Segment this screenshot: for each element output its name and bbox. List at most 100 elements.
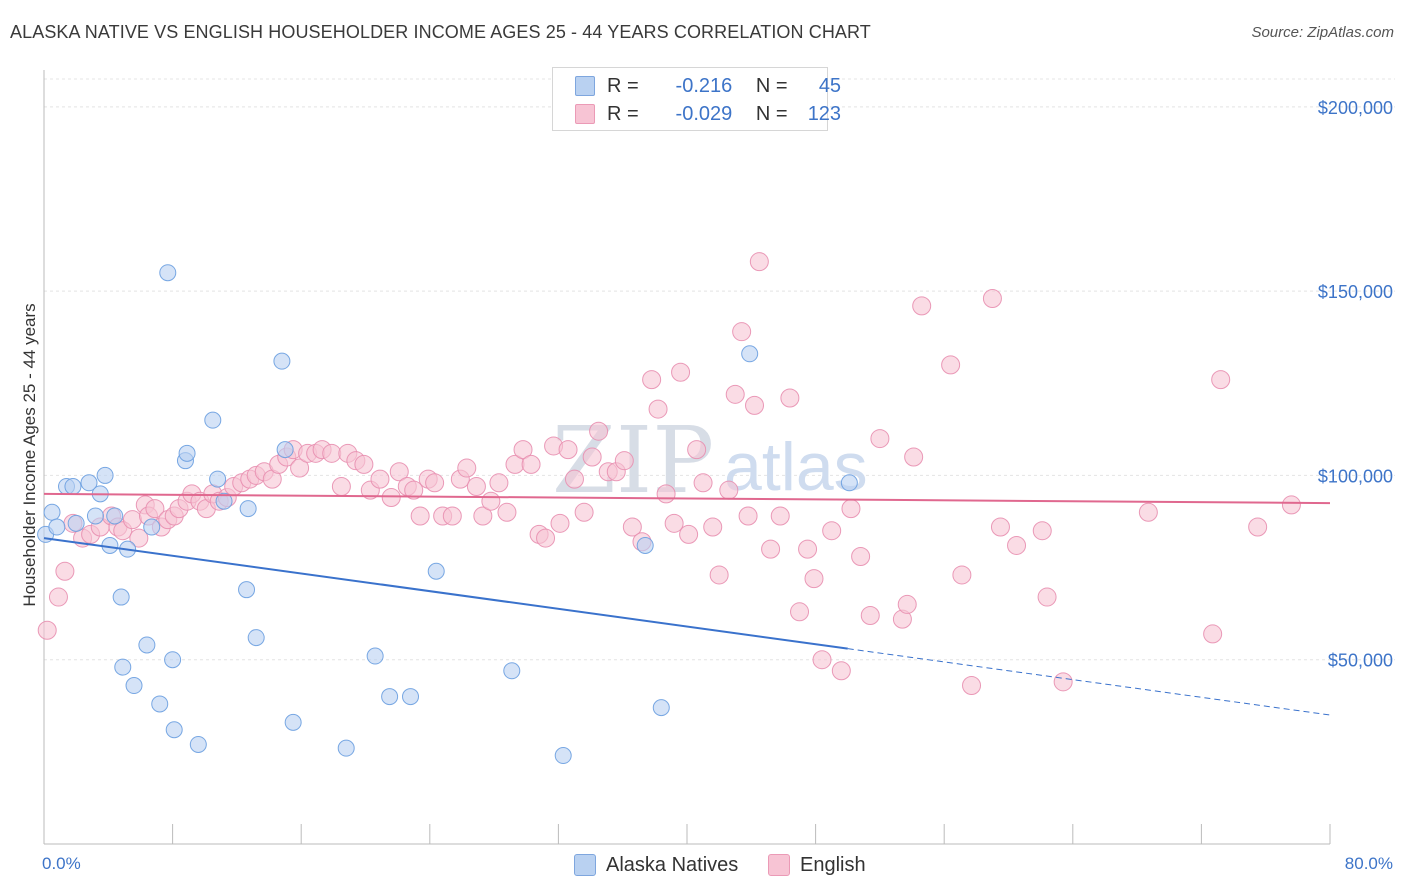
alaska-natives-point xyxy=(503,662,521,680)
trend-lines xyxy=(43,492,1331,716)
english-point xyxy=(1053,672,1073,692)
y-axis-label: Householder Income Ages 25 - 44 years xyxy=(20,303,39,606)
english-point xyxy=(381,488,401,508)
legend-swatch-english xyxy=(768,854,790,876)
english-point xyxy=(521,454,541,474)
english-point xyxy=(709,565,729,585)
alaska-natives-point xyxy=(125,677,143,695)
series-english-points xyxy=(37,252,1301,696)
alaska-natives-point xyxy=(366,647,384,665)
legend-n-value: 45 xyxy=(818,75,842,97)
english-point xyxy=(574,502,594,522)
alaska-natives-point xyxy=(159,264,177,282)
english-point xyxy=(404,480,424,500)
english-point xyxy=(55,561,75,581)
english-point xyxy=(990,517,1010,537)
english-trend-line xyxy=(43,492,1331,505)
english-point xyxy=(442,506,462,526)
alaska-natives-point xyxy=(554,747,572,765)
english-point xyxy=(745,395,765,415)
alaska-natives-point xyxy=(96,466,114,484)
alaska-natives-point xyxy=(741,345,759,363)
legend-n-label: N = xyxy=(755,103,788,125)
x-tick-label-max: 80.0% xyxy=(1345,854,1393,873)
y-tick-label: $200,000 xyxy=(1318,98,1393,118)
english-point xyxy=(952,565,972,585)
english-point xyxy=(48,587,68,607)
english-point xyxy=(564,469,584,489)
alaska-natives-point xyxy=(427,562,445,580)
english-point xyxy=(1037,587,1057,607)
english-point xyxy=(322,443,342,463)
english-point xyxy=(1281,495,1301,515)
english-point xyxy=(481,491,501,511)
english-point xyxy=(1248,517,1268,537)
english-point xyxy=(693,473,713,493)
alaska-natives-point xyxy=(840,474,858,492)
english-point xyxy=(761,539,781,559)
alaska-natives-point xyxy=(239,500,257,518)
alaska-natives-point xyxy=(86,507,104,525)
legend-r-label: R = xyxy=(607,103,639,125)
alaska-natives-point xyxy=(43,503,61,521)
alaska-natives-point xyxy=(151,695,169,713)
alaska-natives-point xyxy=(636,536,654,554)
alaska-natives-point xyxy=(48,518,66,536)
alaska-natives-trend-extension xyxy=(847,648,1331,716)
english-point xyxy=(822,521,842,541)
english-point xyxy=(725,384,745,404)
alaska-natives-point xyxy=(114,658,132,676)
axes xyxy=(43,70,1331,845)
chart-title: ALASKA NATIVE VS ENGLISH HOUSEHOLDER INC… xyxy=(10,22,871,42)
english-point xyxy=(671,362,691,382)
alaska-natives-point xyxy=(189,735,207,753)
english-point xyxy=(389,462,409,482)
english-point xyxy=(536,528,556,548)
english-point xyxy=(719,480,739,500)
english-point xyxy=(1007,535,1027,555)
legend-label-alaska-natives: Alaska Natives xyxy=(606,854,739,876)
english-point xyxy=(749,252,769,272)
english-point xyxy=(679,524,699,544)
legend-swatch-blue xyxy=(575,76,595,96)
english-point xyxy=(473,506,493,526)
english-point xyxy=(550,513,570,533)
english-point xyxy=(656,484,676,504)
english-point xyxy=(804,569,824,589)
alaska-natives-point xyxy=(238,581,256,599)
english-point xyxy=(780,388,800,408)
english-point xyxy=(122,510,142,530)
alaska-natives-point xyxy=(337,739,355,757)
alaska-natives-point xyxy=(143,518,161,536)
english-point xyxy=(897,594,917,614)
english-point xyxy=(1211,370,1231,390)
english-point xyxy=(589,421,609,441)
english-point xyxy=(410,506,430,526)
y-tick-labels: $50,000 $100,000 $150,000 $200,000 xyxy=(1318,98,1393,671)
english-point xyxy=(614,451,634,471)
english-point xyxy=(622,517,642,537)
watermark-atlas: atlas xyxy=(724,429,868,505)
english-point xyxy=(457,458,477,478)
english-point xyxy=(1032,521,1052,541)
series-alaska-natives-points xyxy=(37,264,858,765)
legend-swatch-pink xyxy=(575,104,595,124)
english-point xyxy=(798,539,818,559)
alaska-natives-point xyxy=(381,688,399,706)
legend-r-value: -0.029 xyxy=(675,103,733,125)
x-tick-label-min: 0.0% xyxy=(42,854,81,873)
alaska-natives-point xyxy=(209,470,227,488)
english-point xyxy=(962,676,982,696)
english-point xyxy=(687,440,707,460)
english-point xyxy=(770,506,790,526)
english-point xyxy=(425,473,445,493)
series-legend: Alaska Natives English xyxy=(0,852,1406,878)
english-point xyxy=(812,650,832,670)
alaska-natives-point xyxy=(652,699,670,717)
alaska-natives-point xyxy=(165,721,183,739)
english-point xyxy=(331,476,351,496)
alaska-natives-point xyxy=(284,713,302,731)
english-point xyxy=(489,473,509,493)
english-point xyxy=(290,458,310,478)
